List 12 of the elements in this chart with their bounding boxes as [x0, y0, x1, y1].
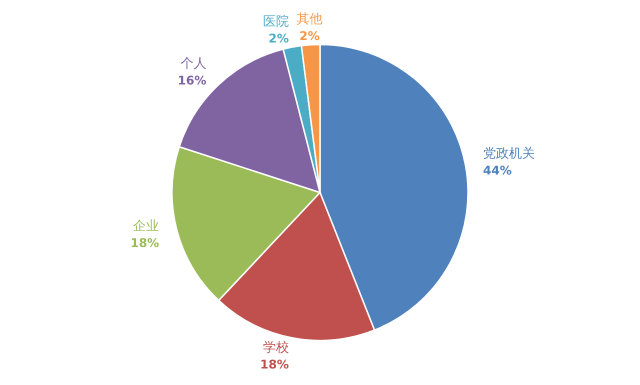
slice-label: 党政机关 [483, 146, 536, 162]
slice-label: 学校 [262, 340, 289, 356]
data-label: 16% [178, 73, 206, 88]
data-label: 2% [299, 28, 320, 43]
slice-label: 其他 [296, 12, 323, 27]
slice-label: 医院 [262, 14, 289, 30]
data-label: 18% [260, 358, 289, 372]
data-label: 18% [130, 236, 160, 250]
data-label: 44% [483, 163, 512, 178]
data-label: 2% [268, 31, 289, 46]
slice-label: 企业 [133, 218, 160, 234]
slice-label: 个人 [180, 56, 206, 72]
